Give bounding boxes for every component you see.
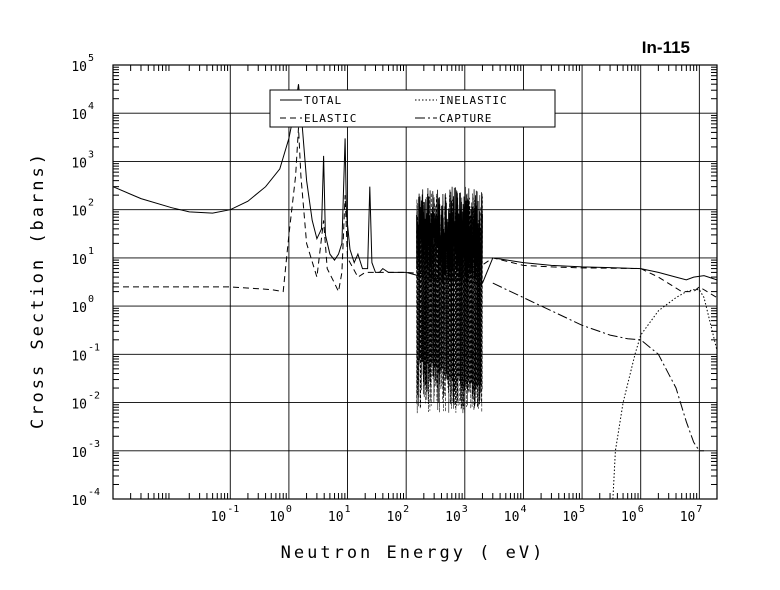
y-tick-exponent: -1 (88, 342, 100, 353)
x-tick-label: 10 (562, 510, 578, 525)
legend: TOTAL INELASTIC ELASTIC CAPTURE (269, 89, 556, 128)
x-tick-exponent: 2 (403, 504, 409, 515)
legend-label-inelastic: INELASTIC (439, 94, 508, 107)
x-tick-label: 10 (387, 510, 403, 525)
series-elastic-resonances (416, 191, 483, 414)
y-tick-exponent: -3 (88, 439, 100, 450)
x-tick-exponent: 1 (345, 504, 351, 515)
x-tick-label: 10 (680, 510, 696, 525)
y-tick-exponent: 3 (88, 149, 94, 160)
y-tick-label: 10 (71, 205, 87, 220)
legend-label-elastic: ELASTIC (304, 112, 357, 125)
chart-title: In-115 (641, 38, 690, 57)
legend-label-capture: CAPTURE (439, 112, 492, 125)
grid (113, 64, 717, 500)
y-tick-exponent: 4 (88, 101, 94, 112)
x-tick-label: 10 (445, 510, 461, 525)
x-tick-exponent: 7 (696, 504, 702, 515)
y-tick-label: 10 (71, 253, 87, 268)
y-tick-label: 10 (71, 349, 87, 364)
legend-box (269, 89, 556, 128)
x-tick-exponent: 6 (638, 504, 644, 515)
y-tick-label: 10 (71, 398, 87, 413)
x-tick-exponent: 3 (462, 504, 468, 515)
x-tick-label: 10 (211, 510, 227, 525)
legend-label-total: TOTAL (304, 94, 342, 107)
x-tick-label: 10 (269, 510, 285, 525)
series-total-line (112, 84, 718, 284)
x-axis-label: Neutron Energy ( eV) (280, 543, 546, 563)
x-tick-label: 10 (504, 510, 520, 525)
minor-ticks (113, 65, 718, 499)
y-tick-exponent: 5 (88, 53, 94, 64)
x-tick-exponent: -1 (227, 504, 239, 515)
y-tick-label: 10 (71, 108, 87, 123)
x-tick-exponent: 5 (579, 504, 585, 515)
y-tick-label: 10 (71, 156, 87, 171)
x-tick-exponent: 0 (286, 504, 292, 515)
series-group (112, 84, 718, 500)
y-tick-label: 10 (71, 446, 87, 461)
x-tick-exponent: 4 (520, 504, 526, 515)
y-tick-exponent: -2 (88, 391, 100, 402)
y-tick-exponent: -4 (88, 487, 100, 498)
y-tick-exponent: 0 (88, 294, 94, 305)
y-tick-label: 10 (71, 494, 87, 509)
y-tick-label: 10 (71, 60, 87, 75)
series-elastic-line (113, 127, 718, 299)
y-tick-label: 10 (71, 301, 87, 316)
y-tick-exponent: 2 (88, 198, 94, 209)
series-capture-line (492, 282, 704, 452)
x-tick-label: 10 (621, 510, 637, 525)
y-tick-exponent: 1 (88, 246, 94, 257)
series-inelastic-line (612, 289, 718, 500)
x-tick-label: 10 (328, 510, 344, 525)
plot-frame (112, 64, 718, 500)
y-axis-label: Cross Section (barns) (28, 151, 48, 429)
